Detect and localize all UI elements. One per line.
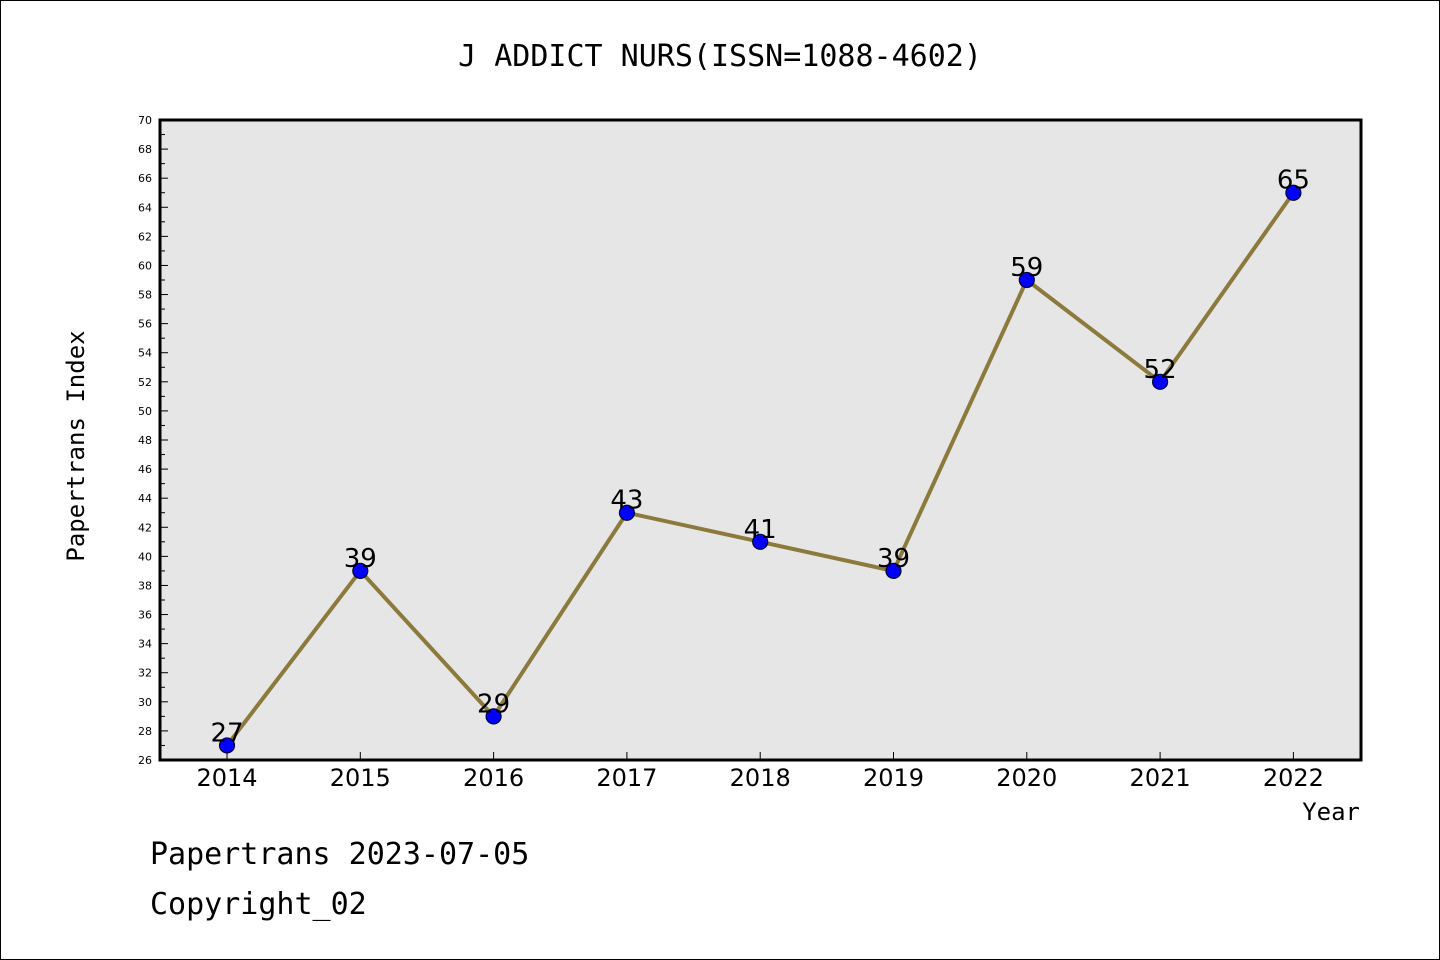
series-layer (218, 184, 1302, 754)
footer-copyright: Copyright_02 (150, 887, 367, 922)
y-tick-label: 70 (138, 114, 152, 127)
data-point (885, 562, 902, 580)
x-axis: 2014 2015 2016 2017 2018 2019 2020 2021 2022 (196, 752, 1324, 792)
y-tick-label: 58 (138, 289, 152, 302)
y-tick-label: 36 (138, 609, 152, 622)
y-axis: 26 28 30 32 34 36 38 40 42 44 46 48 50 52 54 56 58 60 62 64… (138, 114, 168, 767)
data-point (618, 504, 636, 521)
data-label: 65 (1277, 166, 1310, 196)
x-tick-label: 2021 (1130, 764, 1191, 792)
data-point (1151, 373, 1169, 390)
y-tick-label: 28 (138, 725, 152, 738)
data-label: 29 (477, 689, 510, 719)
data-point (352, 562, 369, 580)
y-tick-label: 64 (138, 201, 152, 214)
data-point (1285, 184, 1302, 201)
data-label: 41 (744, 515, 777, 545)
y-tick-label: 30 (138, 696, 152, 709)
y-tick-label: 48 (138, 434, 152, 447)
data-label: 27 (210, 718, 243, 748)
data-point (1018, 271, 1035, 289)
y-tick-label: 46 (138, 463, 152, 476)
y-tick-label: 66 (138, 172, 152, 185)
data-label: 43 (610, 486, 643, 516)
y-tick-label: 54 (138, 347, 152, 360)
x-tick-label: 2017 (596, 764, 657, 792)
y-tick-label: 56 (138, 318, 152, 331)
data-point (485, 708, 502, 725)
chart-title: J ADDICT NURS(ISSN=1088-4602) (458, 39, 982, 74)
x-tick-label: 2019 (863, 764, 924, 792)
data-point (218, 737, 236, 754)
y-tick-label: 26 (138, 754, 152, 767)
x-tick-label: 2014 (196, 764, 257, 792)
y-tick-label: 68 (138, 143, 152, 156)
y-tick-label: 44 (138, 492, 152, 505)
y-tick-label: 40 (138, 550, 152, 563)
y-tick-label: 34 (138, 638, 152, 651)
data-label-layer: 27 39 29 43 41 39 59 52 65 (210, 166, 1309, 749)
footer-date: Papertrans 2023-07-05 (150, 837, 529, 872)
x-tick-label: 2020 (996, 764, 1057, 792)
y-axis-label: Papertrans Index (62, 330, 90, 561)
x-tick-label: 2016 (463, 764, 524, 792)
data-label: 39 (344, 544, 377, 574)
y-tick-label: 62 (138, 230, 152, 243)
plot-area (158, 118, 1363, 762)
y-tick-label: 32 (138, 667, 152, 680)
y-tick-label: 42 (138, 521, 152, 534)
y-tick-label: 38 (138, 579, 152, 592)
data-label: 39 (877, 544, 910, 574)
data-label: 52 (1144, 355, 1177, 385)
y-tick-label: 60 (138, 259, 152, 272)
x-axis-label: Year (1302, 798, 1360, 826)
x-tick-label: 2022 (1263, 764, 1324, 792)
y-tick-label: 52 (138, 376, 152, 389)
x-tick-label: 2015 (330, 764, 391, 792)
data-point (752, 533, 769, 550)
y-tick-label: 50 (138, 405, 152, 418)
data-label: 59 (1010, 253, 1043, 283)
x-tick-label: 2018 (730, 764, 791, 792)
